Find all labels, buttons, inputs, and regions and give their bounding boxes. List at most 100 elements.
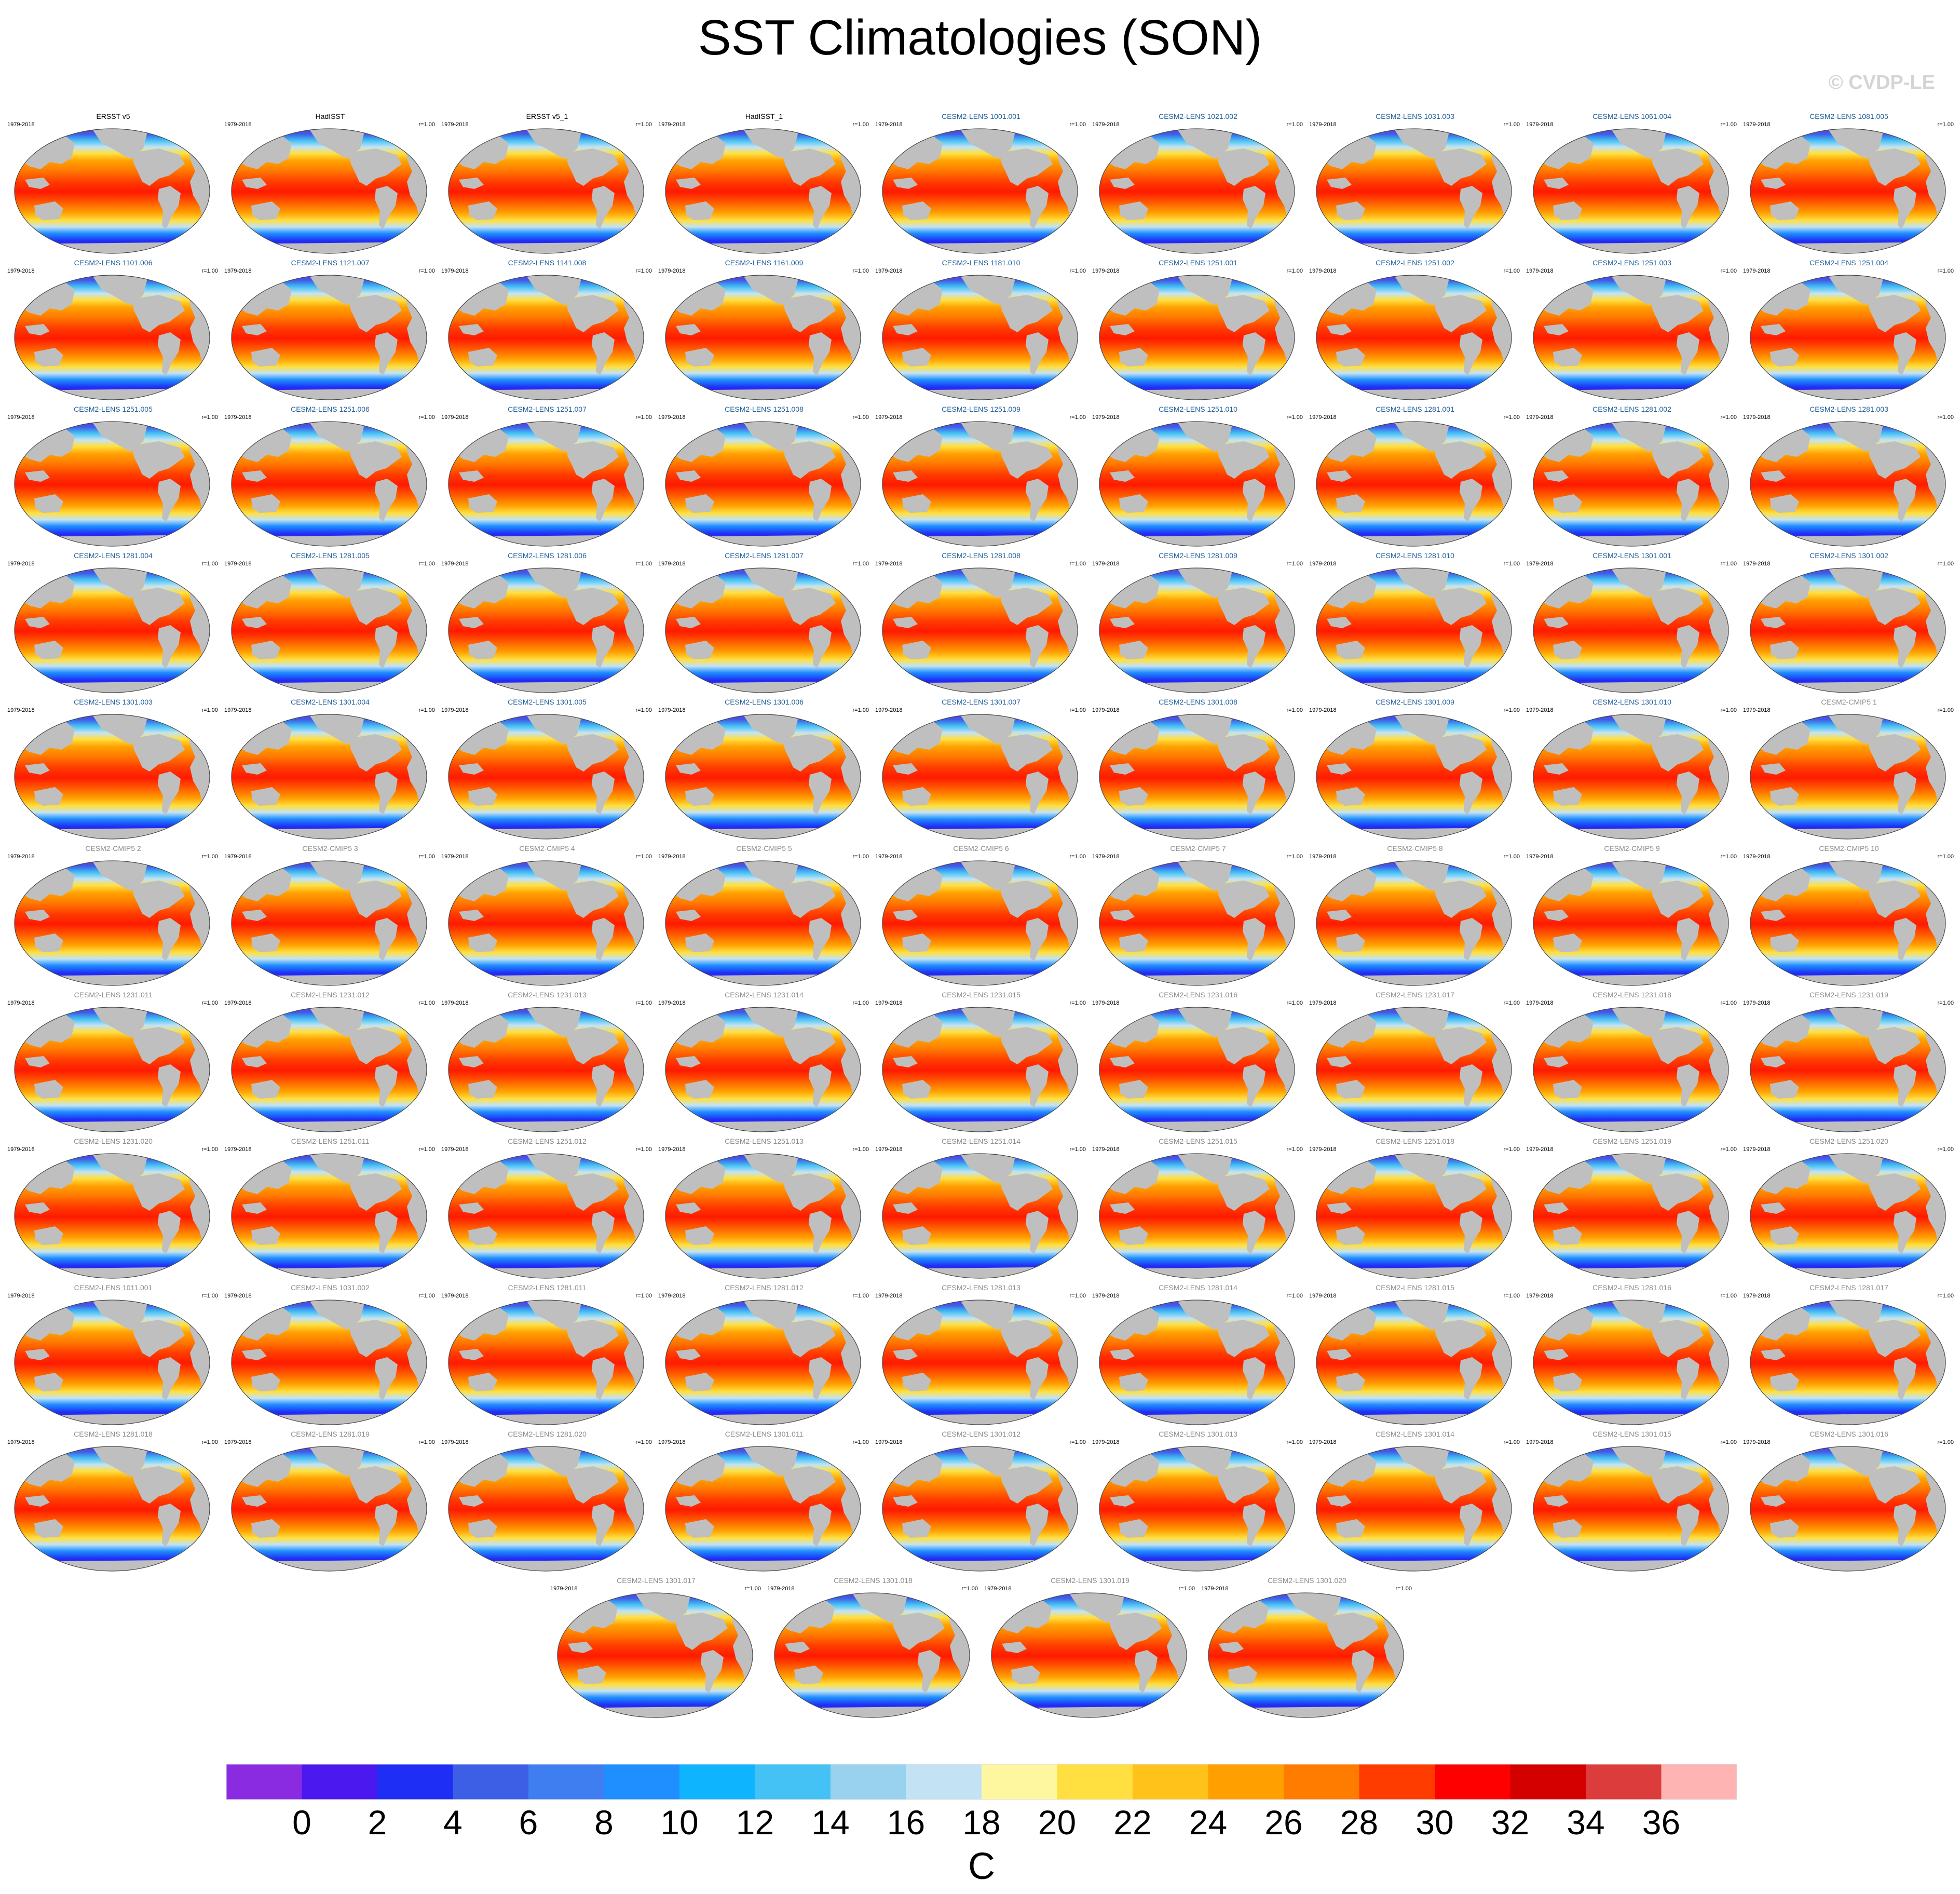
sst-map	[1750, 128, 1946, 254]
sst-map	[1750, 1007, 1946, 1132]
panel-title: CESM2-LENS 1281.004	[74, 551, 153, 560]
panel-title: CESM2-LENS 1101.006	[74, 259, 153, 267]
panel-pattern-correlation: r=1.00	[1503, 561, 1520, 567]
map-panel: CESM2-LENS 1281.004 1979-2018 r=1.00	[6, 551, 220, 693]
panel-period: 1979-2018	[7, 1000, 35, 1006]
panel-period: 1979-2018	[1743, 854, 1771, 860]
sst-map	[1533, 275, 1729, 400]
panel-period: 1979-2018	[1526, 414, 1554, 421]
panel-period: 1979-2018	[224, 1439, 252, 1445]
panel-period: 1979-2018	[224, 1293, 252, 1299]
sst-map	[1316, 1446, 1512, 1572]
map-panel: CESM2-LENS 1231.017 1979-2018 r=1.00	[1308, 991, 1522, 1132]
map-panel: CESM2-CMIP5 10 1979-2018 r=1.00	[1742, 844, 1956, 986]
panel-title: CESM2-LENS 1001.001	[942, 112, 1020, 120]
map-panel: CESM2-LENS 1251.002 1979-2018 r=1.00	[1308, 259, 1522, 400]
panel-title: CESM2-LENS 1281.018	[74, 1430, 153, 1438]
panel-period: 1979-2018	[224, 121, 252, 128]
map-panel: CESM2-LENS 1251.009 1979-2018 r=1.00	[874, 405, 1088, 547]
map-panel: CESM2-LENS 1281.007 1979-2018 r=1.00	[657, 551, 871, 693]
panel-period: 1979-2018	[7, 268, 35, 274]
panel-pattern-correlation: r=1.00	[1069, 121, 1086, 128]
map-panel: CESM2-LENS 1281.006 1979-2018 r=1.00	[440, 551, 654, 693]
panel-title: CESM2-LENS 1281.019	[291, 1430, 370, 1438]
panel-title: CESM2-LENS 1061.004	[1592, 112, 1671, 120]
map-panel: CESM2-LENS 1081.005 1979-2018 r=1.00	[1742, 112, 1956, 254]
panel-title: CESM2-LENS 1251.002	[1376, 259, 1454, 267]
map-panel: CESM2-LENS 1231.018 1979-2018 r=1.00	[1525, 991, 1739, 1132]
panel-pattern-correlation: r=1.00	[418, 707, 435, 713]
panel-title: CESM2-LENS 1251.005	[74, 405, 153, 413]
sst-map	[1099, 421, 1295, 547]
panel-pattern-correlation: r=1.00	[1069, 268, 1086, 274]
panel-title: CESM2-LENS 1281.013	[942, 1283, 1020, 1292]
sst-map	[1750, 714, 1946, 840]
map-panel: CESM2-LENS 1301.004 1979-2018 r=1.00	[223, 698, 437, 840]
panel-pattern-correlation: r=1.00	[635, 1293, 652, 1299]
panel-period: 1979-2018	[1092, 121, 1120, 128]
sst-map	[231, 1446, 427, 1572]
sst-map	[665, 421, 861, 547]
panel-title: CESM2-LENS 1281.011	[508, 1283, 587, 1292]
map-panel: CESM2-LENS 1281.012 1979-2018 r=1.00	[657, 1283, 871, 1425]
map-panel: CESM2-LENS 1281.013 1979-2018 r=1.00	[874, 1283, 1088, 1425]
panel-period: 1979-2018	[658, 1146, 686, 1153]
panel-period: 1979-2018	[441, 1293, 469, 1299]
panel-title: CESM2-LENS 1281.001	[1376, 405, 1454, 413]
panel-period: 1979-2018	[224, 707, 252, 713]
panel-period: 1979-2018	[1092, 1293, 1120, 1299]
panel-period: 1979-2018	[7, 854, 35, 860]
panel-title: CESM2-LENS 1011.001	[74, 1283, 153, 1292]
sst-map	[231, 1153, 427, 1279]
map-panel: CESM2-LENS 1251.015 1979-2018 r=1.00	[1091, 1137, 1305, 1279]
sst-map	[1533, 421, 1729, 547]
panel-period: 1979-2018	[224, 414, 252, 421]
sst-map	[1316, 421, 1512, 547]
panel-pattern-correlation: r=1.00	[1720, 1439, 1737, 1445]
panel-pattern-correlation: r=1.00	[852, 1000, 869, 1006]
map-panel: CESM2-LENS 1031.002 1979-2018 r=1.00	[223, 1283, 437, 1425]
map-panel: CESM2-LENS 1011.001 1979-2018 r=1.00	[6, 1283, 220, 1425]
panel-title: CESM2-LENS 1301.001	[1592, 551, 1671, 560]
panel-pattern-correlation: r=1.00	[1286, 121, 1303, 128]
panel-period: 1979-2018	[1309, 1146, 1337, 1153]
colorbar-tick-label: 30	[1415, 1803, 1454, 1842]
sst-map	[1099, 1300, 1295, 1425]
sst-map	[1316, 567, 1512, 693]
panel-title: CESM2-LENS 1281.002	[1592, 405, 1671, 413]
panel-period: 1979-2018	[658, 268, 686, 274]
sst-map	[1533, 1446, 1729, 1572]
map-panel: CESM2-CMIP5 1 1979-2018 r=1.00	[1742, 698, 1956, 840]
map-panel: CESM2-LENS 1281.005 1979-2018 r=1.00	[223, 551, 437, 693]
panel-period: 1979-2018	[1743, 121, 1771, 128]
map-panel: CESM2-LENS 1281.019 1979-2018 r=1.00	[223, 1430, 437, 1572]
map-panel: CESM2-LENS 1141.008 1979-2018 r=1.00	[440, 259, 654, 400]
sst-map	[14, 128, 210, 254]
panel-period: 1979-2018	[1092, 561, 1120, 567]
map-panel: CESM2-LENS 1301.013 1979-2018 r=1.00	[1091, 1430, 1305, 1572]
map-panel: CESM2-CMIP5 7 1979-2018 r=1.00	[1091, 844, 1305, 986]
panel-period: 1979-2018	[1309, 414, 1337, 421]
panel-pattern-correlation: r=1.00	[852, 414, 869, 421]
panel-title: CESM2-LENS 1141.008	[508, 259, 587, 267]
panel-period: 1979-2018	[1743, 1293, 1771, 1299]
panel-pattern-correlation: r=1.00	[852, 707, 869, 713]
sst-map	[882, 1153, 1078, 1279]
panel-period: 1979-2018	[767, 1586, 795, 1592]
map-panel: CESM2-LENS 1251.007 1979-2018 r=1.00	[440, 405, 654, 547]
panel-pattern-correlation: r=1.00	[1069, 1293, 1086, 1299]
panel-title: CESM2-LENS 1281.007	[725, 551, 804, 560]
sst-map	[1316, 275, 1512, 400]
sst-map	[1533, 1007, 1729, 1132]
panel-period: 1979-2018	[7, 1293, 35, 1299]
panel-period: 1979-2018	[875, 854, 903, 860]
panel-title: CESM2-LENS 1251.001	[1159, 259, 1237, 267]
panel-title: CESM2-LENS 1121.007	[291, 259, 370, 267]
panel-title: CESM2-LENS 1281.020	[508, 1430, 587, 1438]
map-panel: CESM2-LENS 1301.012 1979-2018 r=1.00	[874, 1430, 1088, 1572]
panel-period: 1979-2018	[550, 1586, 578, 1592]
sst-map	[14, 860, 210, 986]
map-panel: CESM2-LENS 1301.010 1979-2018 r=1.00	[1525, 698, 1739, 840]
panel-period: 1979-2018	[875, 561, 903, 567]
panel-period: 1979-2018	[1309, 561, 1337, 567]
